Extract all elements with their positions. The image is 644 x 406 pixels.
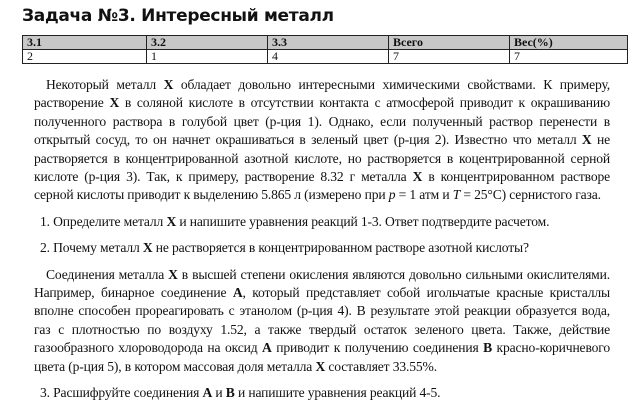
bold-symbol: A [262,340,272,356]
value-3-1: 2 [22,49,147,64]
problem-title: Задача №3. Интересный металл [22,6,334,26]
question-2: 2. Почему металл X не растворяется в кон… [34,239,610,257]
text-segment: Соединения металла [46,266,169,282]
bold-symbol: A [202,385,213,401]
text-segment: и напишите уравнения реакций 4-5. [234,385,441,401]
italic-variable: p [388,187,396,203]
bold-symbol: X [412,169,423,185]
text-segment: обладает довольно интересными химическим… [34,77,611,111]
score-table-row: 2 1 4 7 7 [22,49,628,64]
value-3-3: 4 [267,49,389,64]
text-segment: не растворяется в концентрированном раст… [152,240,529,256]
text-segment: Некоторый металл [46,77,164,92]
bold-symbol: X [168,266,178,282]
text-segment: в концентрированном растворе серной кисл… [34,169,610,203]
question-3: 3. Расшифруйте соединения A и B и напиши… [34,384,610,402]
score-table-header: 3.1 3.2 3.3 Всего Вес(%) [22,35,628,50]
bold-symbol: X [109,95,120,111]
value-weight: 7 [509,49,628,64]
text-segment: и напишите уравнения реакций 1-3. Ответ … [176,213,550,229]
text-segment: и [212,385,226,401]
paragraph-compounds: Соединения металла X в высшей степени ок… [34,266,610,376]
paragraph-intro: Некоторый металл X обладает довольно инт… [34,76,610,205]
header-3-2: 3.2 [146,35,268,50]
text-segment: = 25°C) сернистого газа. [460,187,601,203]
value-3-2: 1 [146,49,268,64]
question-1: 1. Определите металл X и напишите уравне… [34,213,610,231]
bold-symbol: A [232,285,243,301]
italic-variable: T [452,187,461,203]
text-segment: 1. Определите металл [40,213,167,229]
text-segment: 2. Почему металл [40,240,143,256]
text-segment: в соляной кислоте в отсутствии контакта … [34,95,610,148]
header-total: Всего [388,35,510,50]
value-total: 7 [388,49,510,64]
bold-symbol: X [163,77,174,92]
header-3-3: 3.3 [267,35,389,50]
bold-symbol: X [166,213,177,229]
text-segment: 3. Расшифруйте соединения [40,385,203,401]
bold-symbol: B [225,385,235,401]
bold-symbol: X [581,132,592,148]
bold-symbol: X [315,358,326,374]
text-segment: красно-коричневого цвета (р-ция 5), в ко… [34,340,611,374]
text-segment: не растворяется в концентрированной азот… [34,132,610,185]
problem-body: Некоторый металл X обладает довольно инт… [34,76,610,403]
text-segment: в высшей степени окисления являются дово… [34,266,611,301]
text-segment: составляет 33.55%. [325,358,437,374]
bold-symbol: X [142,240,153,256]
text-segment: приводит к получению соединения [271,340,484,356]
bold-symbol: B [483,340,493,356]
text-segment: = 1 атм и [395,187,453,203]
header-3-1: 3.1 [22,35,147,50]
header-weight: Вес(%) [509,35,628,50]
score-table: 3.1 3.2 3.3 Всего Вес(%) 2 1 4 7 7 [22,35,628,64]
text-segment: , который представляет собой игольчатые … [34,285,610,356]
